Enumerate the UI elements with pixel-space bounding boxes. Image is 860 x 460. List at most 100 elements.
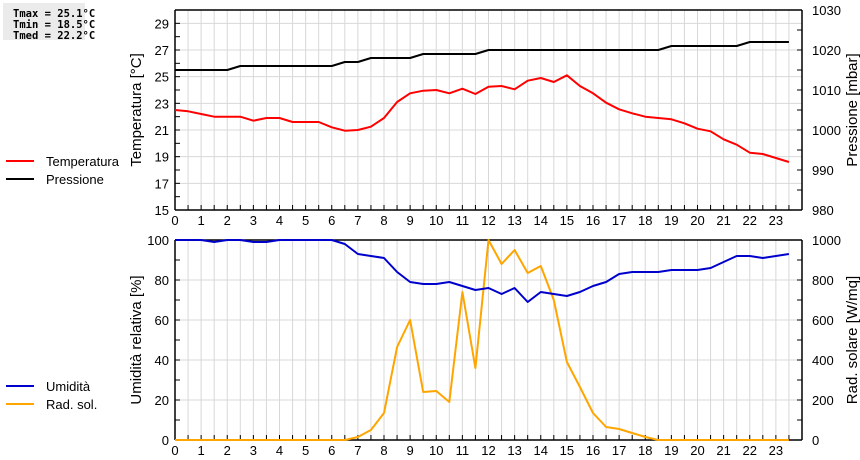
humidity-radiation-chart: 0 1 2 3 4 5 6 7 8 9 10 11 12 13 14 15 16 17 18 19 20 21 22 2302… xyxy=(128,233,860,458)
x-tick-label: 7 xyxy=(354,443,361,458)
x-tick-label: 23 xyxy=(769,213,783,228)
x-tick-label: 14 xyxy=(534,213,548,228)
x-tick-label: 13 xyxy=(507,213,521,228)
y-tick-label: 60 xyxy=(155,313,169,328)
tmed-text: Tmed = 22.2°C xyxy=(13,30,96,42)
x-tick-label: 5 xyxy=(302,443,309,458)
y2-tick-label: 200 xyxy=(812,393,834,408)
y-tick-label: 23 xyxy=(155,96,169,111)
series-line-pressione xyxy=(175,41,789,71)
y-tick-label: 20 xyxy=(155,393,169,408)
x-tick-label: 16 xyxy=(586,443,600,458)
y2-tick-label: 800 xyxy=(812,273,834,288)
x-tick-label: 8 xyxy=(380,213,387,228)
x-tick-label: 10 xyxy=(429,213,443,228)
y2-tick-label: 0 xyxy=(812,433,819,448)
x-tick-label: 17 xyxy=(612,443,626,458)
x-tick-label: 12 xyxy=(481,443,495,458)
x-tick-label: 11 xyxy=(456,443,470,458)
x-tick-label: 22 xyxy=(743,213,757,228)
x-tick-label: 14 xyxy=(534,443,548,458)
x-tick-label: 6 xyxy=(328,443,335,458)
y2-tick-label: 980 xyxy=(812,203,834,218)
legend-item-umidita: Umidità xyxy=(6,377,97,395)
x-tick-label: 8 xyxy=(380,443,387,458)
x-tick-label: 11 xyxy=(456,213,470,228)
legend-item-pressione: Pressione xyxy=(6,170,119,188)
y-tick-label: 29 xyxy=(155,16,169,31)
y-tick-label: 15 xyxy=(155,203,169,218)
y2-axis-label: Rad. solare [W/mq] xyxy=(844,276,860,404)
y-tick-label: 19 xyxy=(155,150,169,165)
y2-tick-label: 400 xyxy=(812,353,834,368)
x-tick-label: 21 xyxy=(716,213,730,228)
x-tick-label: 3 xyxy=(250,443,257,458)
legend-label: Temperatura xyxy=(46,153,119,169)
x-tick-label: 2 xyxy=(224,443,231,458)
temperature-line-swatch-icon xyxy=(6,160,34,162)
x-tick-label: 9 xyxy=(407,443,414,458)
x-tick-label: 3 xyxy=(250,213,257,228)
series-line-radsol xyxy=(175,239,789,441)
series-line-umidit xyxy=(175,239,790,303)
series-line-temperatura xyxy=(174,74,790,163)
x-tick-label: 19 xyxy=(664,213,678,228)
x-tick-label: 13 xyxy=(507,443,521,458)
y-tick-label: 17 xyxy=(155,176,169,191)
legend-label: Umidità xyxy=(46,378,91,394)
temperature-stats-box: Tmax = 25.1°C Tmin = 18.5°C Tmed = 22.2°C xyxy=(3,3,96,42)
humidity-line-swatch-icon xyxy=(6,385,34,387)
y-tick-label: 100 xyxy=(147,233,169,248)
y-tick-label: 27 xyxy=(155,43,169,58)
y2-tick-label: 1030 xyxy=(812,3,841,18)
x-tick-label: 20 xyxy=(690,213,704,228)
x-tick-label: 1 xyxy=(198,443,205,458)
x-tick-label: 10 xyxy=(429,443,443,458)
x-tick-label: 18 xyxy=(638,443,652,458)
y-tick-label: 0 xyxy=(162,433,169,448)
radiation-line-swatch-icon xyxy=(6,403,34,405)
y-axis-label: Temperatura [°C] xyxy=(128,53,145,167)
x-tick-label: 9 xyxy=(407,213,414,228)
legend-label: Pressione xyxy=(46,171,104,187)
y2-tick-label: 600 xyxy=(812,313,834,328)
y-tick-label: 21 xyxy=(155,123,169,138)
x-tick-label: 4 xyxy=(276,443,283,458)
x-tick-label: 12 xyxy=(481,213,495,228)
x-tick-label: 21 xyxy=(716,443,730,458)
y-tick-label: 25 xyxy=(155,70,169,85)
x-tick-label: 5 xyxy=(302,213,309,228)
x-tick-label: 7 xyxy=(354,213,361,228)
x-tick-label: 2 xyxy=(224,213,231,228)
y2-tick-label: 990 xyxy=(812,163,834,178)
y2-tick-label: 1020 xyxy=(812,43,841,58)
x-tick-label: 1 xyxy=(198,213,205,228)
x-tick-label: 15 xyxy=(560,443,574,458)
legend-item-temperatura: Temperatura xyxy=(6,152,119,170)
y2-tick-label: 1010 xyxy=(812,83,841,98)
x-tick-label: 16 xyxy=(586,213,600,228)
legend-item-rad-sol: Rad. sol. xyxy=(6,395,97,413)
x-tick-label: 17 xyxy=(612,213,626,228)
x-tick-label: 0 xyxy=(171,213,178,228)
temperature-pressure-chart: 0 1 2 3 4 5 6 7 8 9 10 11 12 13 14 15 16 17 18 19 20 21 22 2315… xyxy=(128,3,860,228)
x-tick-label: 20 xyxy=(690,443,704,458)
y2-tick-label: 1000 xyxy=(812,233,841,248)
legend-label: Rad. sol. xyxy=(46,396,98,412)
tmin-text: Tmin = 18.5°C xyxy=(13,19,96,31)
x-tick-label: 6 xyxy=(328,213,335,228)
x-tick-label: 18 xyxy=(638,213,652,228)
tmax-text: Tmax = 25.1°C xyxy=(13,8,96,20)
y2-tick-label: 1000 xyxy=(812,123,841,138)
legend-bottom: Umidità Rad. sol. xyxy=(6,377,97,413)
pressure-line-swatch-icon xyxy=(6,178,34,180)
y-axis-label: Umidità relativa [%] xyxy=(128,275,145,404)
x-tick-label: 4 xyxy=(276,213,283,228)
x-tick-label: 19 xyxy=(664,443,678,458)
x-tick-label: 22 xyxy=(743,443,757,458)
y-tick-label: 40 xyxy=(155,353,169,368)
x-tick-label: 23 xyxy=(769,443,783,458)
y-tick-label: 80 xyxy=(155,273,169,288)
legend-top: Temperatura Pressione xyxy=(6,152,119,188)
